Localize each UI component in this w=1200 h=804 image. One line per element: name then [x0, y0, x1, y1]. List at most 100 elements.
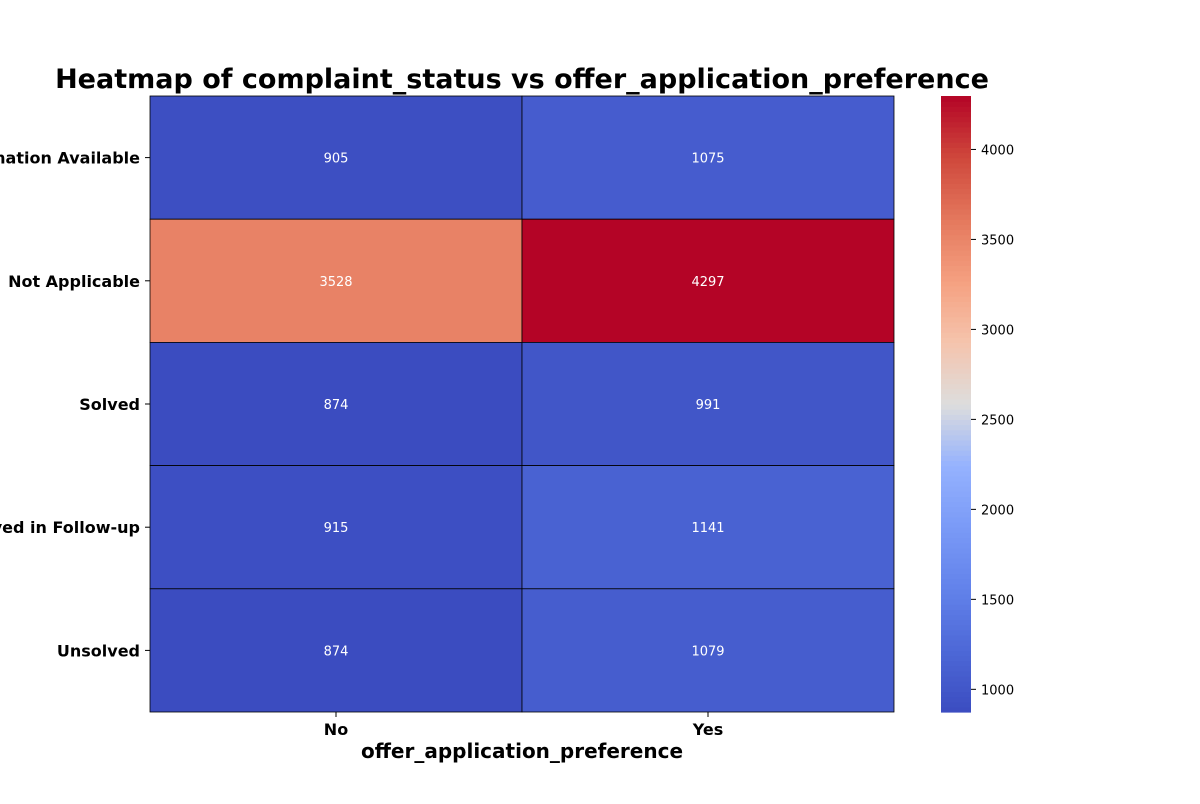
colorbar-segment: [941, 101, 971, 107]
colorbar-segment: [941, 511, 971, 518]
colorbar-segment: [941, 316, 971, 323]
colorbar-segment: [941, 593, 971, 600]
heatmap-cell: [149, 218, 523, 343]
y-tick-label: Solved in Follow-up: [0, 518, 140, 537]
colorbar-segment: [941, 609, 971, 616]
colorbar-segment: [941, 404, 971, 410]
colorbar-tick-label: 3000: [981, 323, 1014, 338]
x-tick-label: Yes: [692, 720, 724, 739]
colorbar-segment: [941, 532, 971, 539]
colorbar-segment: [941, 193, 971, 200]
colorbar-segment: [941, 157, 971, 164]
colorbar-segment: [941, 306, 971, 313]
colorbar-segment: [941, 239, 971, 246]
x-axis-tick-labels: No Yes: [324, 712, 723, 739]
colorbar-segment: [941, 342, 971, 349]
colorbar-segment: [941, 624, 971, 631]
heatmap-cell: [149, 341, 523, 466]
colorbar-segment: [941, 475, 971, 482]
colorbar-segment: [941, 224, 971, 231]
colorbar-segment: [941, 419, 971, 426]
colorbar-segment: [941, 388, 971, 395]
colorbar-segment: [941, 701, 971, 708]
colorbar-segment: [941, 583, 971, 590]
colorbar-segment: [941, 347, 971, 354]
heatmap-cell: [521, 95, 895, 220]
colorbar-segment: [941, 486, 971, 492]
colorbar-segment: [941, 265, 971, 272]
colorbar-segment: [941, 214, 971, 220]
colorbar-segment: [941, 547, 971, 554]
colorbar-segment: [941, 465, 971, 472]
y-tick-label: Solved: [79, 395, 140, 414]
heatmap-cells: [149, 95, 895, 713]
colorbar-segment: [941, 152, 971, 159]
colorbar-segment: [941, 614, 971, 621]
colorbar-segment: [941, 131, 971, 138]
colorbar-segment: [941, 568, 971, 574]
colorbar-segment: [941, 106, 971, 112]
cell-value-label: 1075: [691, 152, 724, 167]
x-axis-label: offer_application_preference: [361, 739, 683, 763]
colorbar-segment: [941, 393, 971, 400]
heatmap-cell: [521, 341, 895, 466]
colorbar-segment: [941, 619, 971, 626]
colorbar-segment: [941, 681, 971, 687]
cell-value-label: 4297: [691, 275, 724, 290]
colorbar-segment: [941, 96, 971, 102]
colorbar-segment: [941, 496, 971, 503]
colorbar-segment: [941, 111, 971, 118]
colorbar-segment: [941, 255, 971, 261]
colorbar-segment: [941, 311, 971, 318]
colorbar-segment: [941, 301, 971, 308]
colorbar-segment: [941, 373, 971, 379]
heatmap-cell: [149, 95, 523, 220]
colorbar-tick-label: 1500: [981, 593, 1014, 608]
colorbar-segment: [941, 409, 971, 415]
colorbar-segment: [941, 573, 971, 580]
colorbar-segment: [941, 429, 971, 436]
colorbar-segment: [941, 460, 971, 467]
colorbar-segment: [941, 183, 971, 189]
colorbar-segment: [941, 481, 971, 487]
heatmap-cell: [521, 465, 895, 590]
colorbar-segment: [941, 321, 971, 328]
colorbar-segment: [941, 527, 971, 533]
colorbar-segment: [941, 516, 971, 523]
colorbar-segment: [941, 337, 971, 343]
cell-value-label: 991: [696, 398, 721, 413]
colorbar-segment: [941, 676, 971, 682]
colorbar-segment: [941, 126, 971, 133]
colorbar-segment: [941, 219, 971, 225]
colorbar-segment: [941, 234, 971, 241]
colorbar-segment: [941, 578, 971, 585]
colorbar-segment: [941, 275, 971, 282]
colorbar-segment: [941, 188, 971, 195]
colorbar-segment: [941, 506, 971, 513]
colorbar-segment: [941, 203, 971, 210]
cell-annotations: 905 1075 3528 4297 874 991 915 1141 874 1079: [319, 152, 724, 660]
chart-title: Heatmap of complaint_status vs offer_app…: [55, 64, 989, 95]
y-axis-tick-labels: No Information Available Not Applicable So…: [0, 149, 150, 660]
colorbar-segment: [941, 542, 971, 549]
colorbar-segment: [941, 650, 971, 657]
cell-value-label: 905: [324, 152, 349, 167]
colorbar-segment: [941, 260, 971, 266]
colorbar-segment: [941, 470, 971, 477]
colorbar-segment: [941, 368, 971, 374]
colorbar-segment: [941, 450, 971, 456]
colorbar-segment: [941, 424, 971, 431]
cell-value-label: 874: [324, 644, 349, 659]
colorbar-segment: [941, 162, 971, 169]
colorbar-segment: [941, 414, 971, 420]
colorbar-segment: [941, 434, 971, 441]
colorbar-segment: [941, 691, 971, 698]
colorbar-segment: [941, 629, 971, 636]
colorbar-segment: [941, 670, 971, 677]
colorbar-segment: [941, 706, 971, 713]
colorbar-segment: [941, 250, 971, 256]
colorbar-segment: [941, 537, 971, 544]
colorbar-segment: [941, 696, 971, 703]
y-tick-label: Unsolved: [57, 641, 140, 660]
